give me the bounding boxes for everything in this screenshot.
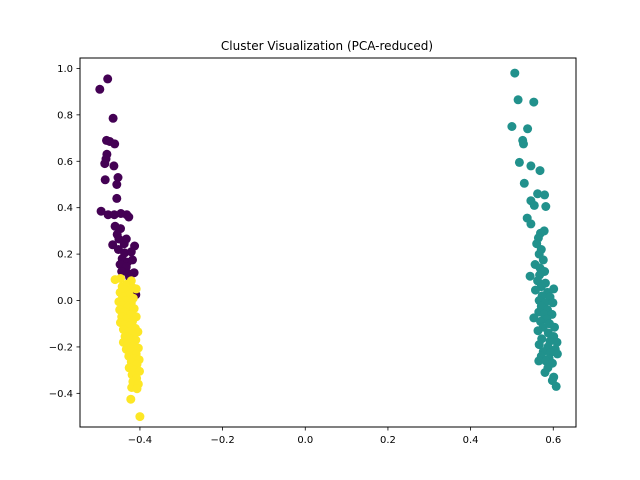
x-tick-label: 0.0 [297, 435, 313, 446]
cluster-0-point [100, 159, 110, 169]
cluster-0-point [113, 173, 123, 182]
cluster-1-point [525, 271, 535, 281]
y-tick-label: −0.2 [49, 342, 73, 353]
cluster-1-point [507, 122, 517, 131]
y-tick-label: 0.2 [57, 250, 73, 261]
y-tick-label: 0.8 [57, 110, 73, 121]
cluster-1-point [552, 349, 562, 359]
cluster-2-point [135, 366, 144, 376]
y-tick-label: 0.0 [57, 296, 73, 307]
x-tick-label: 0.2 [380, 435, 396, 446]
x-axis: −0.4 −0.2 0.0 0.2 0.4 0.6 [128, 427, 561, 446]
cluster-1-point [535, 166, 545, 176]
cluster-0-point [112, 193, 122, 203]
cluster-1-point [538, 255, 548, 265]
cluster-0-point [126, 247, 136, 257]
cluster-1-point [540, 190, 550, 200]
x-tick-label: −0.4 [128, 435, 152, 446]
cluster-0-point [128, 255, 137, 265]
cluster-0-point [108, 113, 118, 123]
cluster-0-point [110, 139, 120, 149]
points-layer [95, 68, 562, 422]
plot-frame [79, 57, 577, 428]
cluster-1-point [534, 356, 544, 366]
cluster-1-point [540, 368, 550, 377]
cluster-1-point [550, 322, 559, 332]
y-axis: −0.4 −0.2 0.0 0.2 0.4 0.6 0.8 1.0 [49, 64, 80, 400]
x-tick-label: 0.6 [545, 435, 561, 446]
y-tick-label: 1.0 [57, 64, 73, 75]
cluster-1-point [541, 202, 551, 211]
cluster-1-point [529, 97, 539, 107]
cluster-2-point [131, 284, 141, 294]
cluster-1-point [510, 68, 520, 78]
cluster-1-point [551, 381, 561, 391]
cluster-1-point [519, 139, 528, 149]
cluster-1-point [519, 178, 529, 188]
cluster-1-point [548, 298, 558, 308]
x-tick-label: 0.4 [463, 435, 479, 446]
cluster-0-point [124, 212, 134, 222]
cluster-2-point [132, 384, 142, 394]
cluster-1-point [513, 95, 523, 105]
cluster-0-point [103, 74, 113, 84]
cluster-1-point [533, 326, 543, 336]
x-tick-label: −0.2 [210, 435, 234, 446]
cluster-2-point [110, 275, 120, 285]
cluster-0-point [103, 210, 113, 220]
cluster-1-point [552, 337, 562, 347]
cluster-1-point [514, 157, 524, 167]
cluster-0-point [112, 180, 122, 189]
cluster-0-point [109, 161, 119, 171]
cluster-2-point [126, 394, 136, 404]
cluster-0-point [95, 84, 105, 94]
cluster-1-point [529, 200, 539, 210]
y-tick-label: −0.4 [49, 389, 73, 400]
cluster-1-point [526, 219, 536, 229]
cluster-1-point [534, 340, 544, 350]
y-tick-label: 0.4 [57, 203, 73, 214]
chart-title: Cluster Visualization (PCA-reduced) [221, 39, 433, 53]
cluster-0-point [100, 175, 110, 185]
cluster-1-point [529, 313, 539, 323]
cluster-2-point [135, 412, 145, 422]
y-tick-label: 0.6 [57, 157, 73, 168]
cluster-1-point [526, 161, 536, 171]
cluster-1-point [531, 285, 540, 295]
cluster-1-point [523, 124, 533, 134]
cluster-1-point [533, 189, 543, 199]
cluster-0-point [96, 206, 106, 216]
cluster-0-point [119, 239, 129, 249]
